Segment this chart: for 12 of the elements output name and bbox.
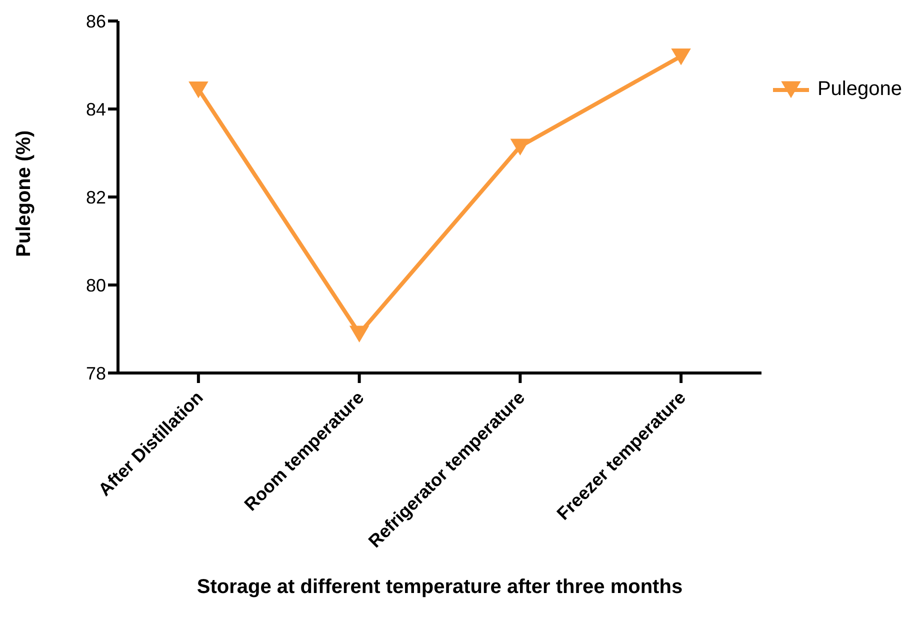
y-tick-label: 84 (86, 99, 106, 120)
y-tick-label: 86 (86, 11, 106, 32)
y-tick-label: 82 (86, 187, 106, 208)
y-tick-label: 78 (86, 363, 106, 384)
x-axis-title: Storage at different temperature after three months (196, 576, 683, 598)
point (350, 326, 369, 342)
point (672, 48, 691, 65)
point (510, 138, 530, 155)
y-axis-title: Pulegone (%) (13, 130, 36, 257)
legend-label: Pulegone (817, 78, 902, 101)
y-tick-label: 80 (86, 275, 106, 296)
point (188, 82, 208, 98)
